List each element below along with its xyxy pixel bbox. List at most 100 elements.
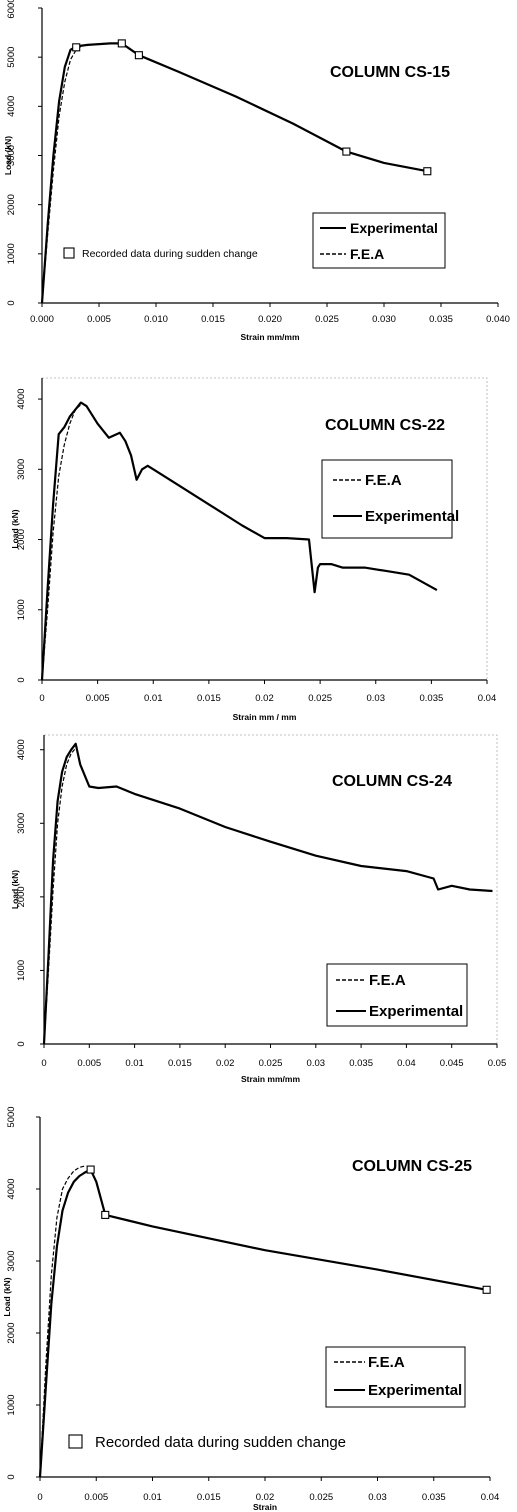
x-tick-label: 0.015 xyxy=(197,1492,221,1503)
series-line-f-e-a xyxy=(41,404,82,681)
series-line-experimental xyxy=(38,1168,487,1478)
legend-label: F.E.A xyxy=(368,1354,405,1371)
x-tick-label: 0.04 xyxy=(481,1492,500,1503)
x-axis-label: Strain mm / mm xyxy=(233,712,297,722)
legend-label: F.E.A xyxy=(369,972,406,989)
y-tick-label: 5000 xyxy=(6,1106,17,1127)
x-tick-label: 0.03 xyxy=(307,1058,326,1069)
legend-box xyxy=(325,1346,466,1408)
y-tick-label: 3000 xyxy=(16,459,27,480)
series-line-f-e-a xyxy=(39,1165,86,1478)
x-axis-label: Strain mm/mm xyxy=(240,332,299,342)
data-marker xyxy=(117,39,126,48)
y-tick-label: 2000 xyxy=(16,886,27,907)
x-tick-label: 0.02 xyxy=(255,693,274,704)
x-tick-label: 0.04 xyxy=(478,693,497,704)
annotation-marker xyxy=(63,247,75,259)
y-tick-label: 0 xyxy=(16,677,27,682)
x-tick-label: 0.005 xyxy=(84,1492,108,1503)
legend-label: Experimental xyxy=(368,1382,462,1399)
x-tick-label: 0.030 xyxy=(372,314,396,325)
y-axis-label: Load (kN) xyxy=(3,136,13,175)
x-tick-label: 0.005 xyxy=(87,314,111,325)
x-tick-label: 0.010 xyxy=(144,314,168,325)
y-tick-label: 2000 xyxy=(6,1322,17,1343)
y-tick-label: 0 xyxy=(6,1474,17,1479)
y-tick-label: 1000 xyxy=(16,599,27,620)
x-tick-label: 0.040 xyxy=(486,314,510,325)
legend-label: Experimental xyxy=(365,508,459,525)
x-tick-label: 0.015 xyxy=(201,314,225,325)
x-tick-label: 0.02 xyxy=(216,1058,235,1069)
y-tick-label: 5000 xyxy=(6,47,17,68)
x-axis-label: Strain mm/mm xyxy=(241,1074,300,1084)
series-line-experimental xyxy=(42,742,493,1045)
x-tick-label: 0.025 xyxy=(259,1058,283,1069)
y-axis-label: Load (kN) xyxy=(10,870,20,909)
y-tick-label: 1000 xyxy=(6,1394,17,1415)
chart-4: 0 0.005 0.01 0.015 0.02 0.025 0.03 0.035 0.04 0 10… xyxy=(2,1106,499,1512)
data-marker xyxy=(482,1285,491,1294)
y-tick-label: 4000 xyxy=(6,1178,17,1199)
x-tick-label: 0.025 xyxy=(315,314,339,325)
x-tick-label: 0.04 xyxy=(397,1058,416,1069)
y-tick-label: 1000 xyxy=(6,243,17,264)
x-tick-label: 0 xyxy=(41,1058,46,1069)
y-tick-label: 0 xyxy=(6,300,17,305)
y-tick-label: 3000 xyxy=(16,813,27,834)
y-tick-label: 4000 xyxy=(6,96,17,117)
data-marker xyxy=(423,167,432,176)
data-marker xyxy=(86,1165,95,1174)
x-tick-label: 0.005 xyxy=(86,693,110,704)
x-axis-label: Strain xyxy=(253,1502,277,1512)
annotation-text: Recorded data during sudden change xyxy=(82,248,258,260)
series-line-experimental xyxy=(40,401,438,681)
legend-label: Experimental xyxy=(369,1003,463,1020)
x-tick-label: 0.02 xyxy=(256,1492,275,1503)
chart-title: COLUMN CS-15 xyxy=(330,64,450,81)
legend-box xyxy=(312,212,446,269)
data-marker xyxy=(72,43,81,52)
legend-label: F.E.A xyxy=(350,246,384,262)
data-marker xyxy=(134,51,143,60)
y-tick-label: 1000 xyxy=(16,960,27,981)
x-tick-label: 0 xyxy=(39,693,44,704)
y-tick-label: 3000 xyxy=(6,1250,17,1271)
x-tick-label: 0.05 xyxy=(488,1058,507,1069)
x-tick-label: 0.01 xyxy=(125,1058,144,1069)
y-tick-label: 4000 xyxy=(16,388,27,409)
x-tick-label: 0.020 xyxy=(258,314,282,325)
annotation-text: Recorded data during sudden change xyxy=(95,1434,346,1451)
x-tick-label: 0.015 xyxy=(197,693,221,704)
legend-box xyxy=(321,459,453,539)
chart-title: COLUMN CS-22 xyxy=(325,417,445,434)
x-tick-label: 0.000 xyxy=(30,314,54,325)
y-axis-label: Load (kN) xyxy=(2,1277,12,1316)
data-marker xyxy=(342,147,351,156)
legend-label: Experimental xyxy=(350,220,438,236)
x-tick-label: 0.005 xyxy=(77,1058,101,1069)
x-tick-label: 0.025 xyxy=(308,693,332,704)
chart-title: COLUMN CS-24 xyxy=(332,773,452,790)
y-tick-label: 3000 xyxy=(6,145,17,166)
chart-3: 0 0.005 0.01 0.015 0.02 0.025 0.03 0.035 0.04 0.0… xyxy=(10,734,507,1084)
legend-label: F.E.A xyxy=(365,472,402,489)
x-tick-label: 0 xyxy=(37,1492,42,1503)
y-tick-label: 2000 xyxy=(16,529,27,550)
annotation-marker xyxy=(68,1434,83,1449)
x-tick-label: 0.035 xyxy=(419,693,443,704)
data-marker xyxy=(101,1210,110,1219)
legend-box xyxy=(326,963,468,1027)
x-tick-label: 0.025 xyxy=(309,1492,333,1503)
y-tick-label: 6000 xyxy=(6,0,17,19)
y-tick-label: 4000 xyxy=(16,739,27,760)
x-tick-label: 0.035 xyxy=(429,314,453,325)
x-tick-label: 0.035 xyxy=(422,1492,446,1503)
x-tick-label: 0.045 xyxy=(440,1058,464,1069)
chart-1: 0.000 0.005 0.010 0.015 0.020 0.025 0.030 0.035… xyxy=(3,0,510,342)
x-tick-label: 0.01 xyxy=(143,1492,162,1503)
x-tick-label: 0.03 xyxy=(368,1492,387,1503)
y-axis-label: Load (kN) xyxy=(10,509,20,548)
series-line-experimental xyxy=(40,42,428,304)
